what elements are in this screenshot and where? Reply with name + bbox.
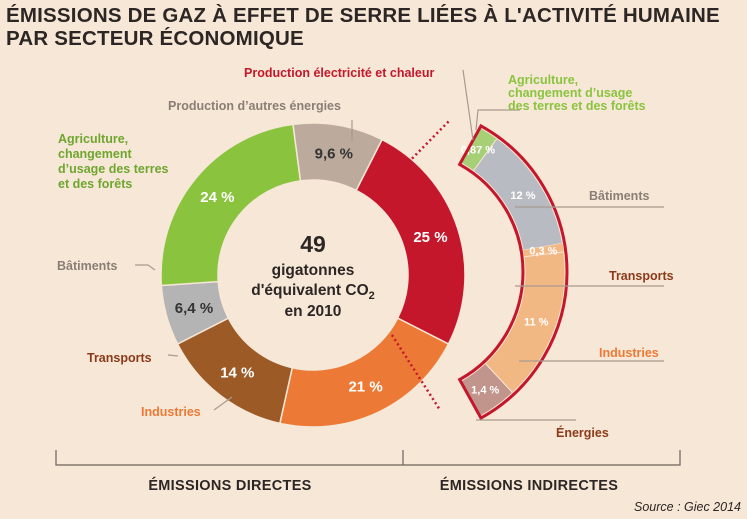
label-industries-direct: Industries — [141, 405, 201, 419]
indirect-value-industries: 11 % — [524, 317, 549, 329]
center-line-2: d'équivalent CO2 — [251, 282, 375, 302]
center-line-3: en 2010 — [285, 303, 342, 320]
direct-slice-labels: 25 % 21 % 14 % 6,4 % 24 % 9,6 % — [175, 145, 448, 395]
indirect-external-labels: Agriculture, changement d’usage des terr… — [508, 73, 674, 440]
direct-slice-production-d-autres-energies — [292, 122, 384, 192]
direct-slice-industries — [278, 317, 450, 428]
indirect-value-batiments: 12 % — [510, 190, 535, 202]
direct-donut — [160, 122, 466, 428]
label-industries-indirect: Industries — [599, 346, 659, 360]
indirect-ring — [459, 127, 566, 417]
indirect-slice-transports — [523, 243, 564, 257]
source-note: Source : Giec 2014 — [634, 500, 741, 514]
indirect-ring-border — [457, 123, 569, 421]
indirect-label-lines — [462, 69, 664, 421]
indirect-value-transports: 0,3 % — [529, 246, 557, 258]
indirect-value-energies: 1,4 % — [471, 384, 499, 396]
direct-external-labels: Production électricité et chaleur Produc… — [57, 66, 434, 419]
label-production-electricite: Production électricité et chaleur — [244, 66, 434, 80]
label-energies-indirect: Énergies — [556, 425, 609, 440]
title-line-1: ÉMISSIONS DE GAZ À EFFET DE SERRE LIÉES … — [6, 4, 720, 27]
center-text: 49 gigatonnes d'équivalent CO2 en 2010 — [251, 231, 375, 320]
direct-value-production-electricite-et-chaleur: 25 % — [413, 229, 447, 246]
direct-value-agriculture-changement-d-usage-des-terres-et-des-forets: 24 % — [200, 189, 234, 206]
direct-value-transports: 14 % — [220, 365, 254, 382]
label-transports-direct: Transports — [87, 351, 152, 365]
label-agriculture-indirect: Agriculture, changement d’usage des terr… — [508, 73, 646, 113]
direct-label-lines — [135, 120, 353, 411]
label-agriculture-direct: Agriculture, changement d’usage des terr… — [58, 132, 172, 191]
direct-value-industries: 21 % — [348, 379, 382, 396]
center-value: 49 — [300, 231, 326, 257]
label-batiments-direct: Bâtiments — [57, 259, 117, 273]
section-direct: ÉMISSIONS DIRECTES — [148, 477, 311, 494]
label-transports-indirect: Transports — [609, 269, 674, 283]
chart-title: ÉMISSIONS DE GAZ À EFFET DE SERRE LIÉES … — [6, 4, 720, 50]
connector-top — [390, 119, 451, 181]
direct-value-batiments: 6,4 % — [175, 300, 213, 317]
label-production-autres: Production d’autres énergies — [168, 99, 341, 113]
section-bracket — [55, 450, 681, 466]
title-line-2: PAR SECTEUR ÉCONOMIQUE — [6, 27, 304, 50]
direct-value-production-d-autres-energies: 9,6 % — [315, 145, 353, 162]
center-line-1: gigatonnes — [272, 262, 355, 279]
direct-slice-agriculture-changement-d-usage-des-terres-et-des-forets — [160, 123, 302, 287]
section-indirect: ÉMISSIONS INDIRECTES — [440, 477, 618, 494]
label-batiments-indirect: Bâtiments — [589, 189, 649, 203]
direct-slice-production-electricite-et-chaleur — [355, 138, 466, 346]
indirect-slice-batiments — [472, 137, 564, 251]
